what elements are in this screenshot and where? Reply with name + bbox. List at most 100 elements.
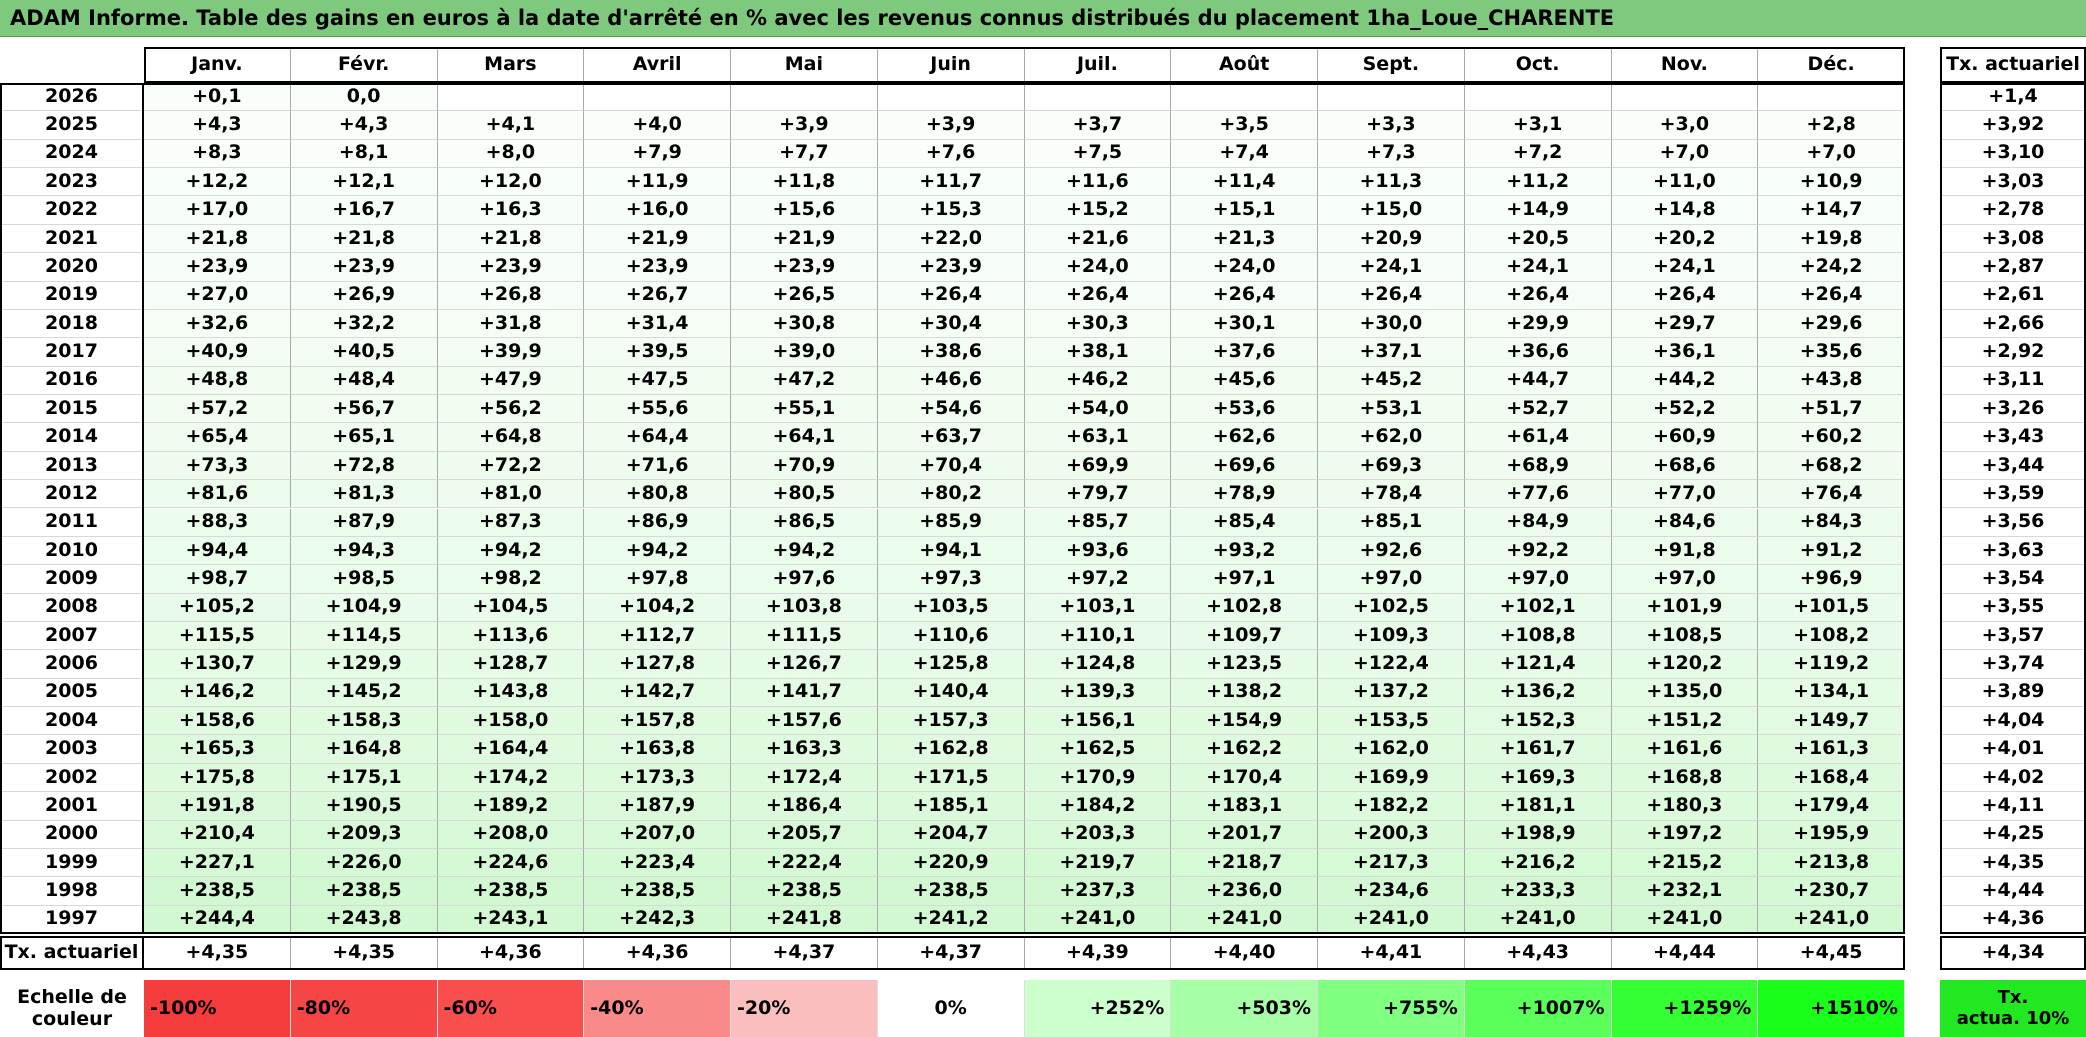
gain-cell: +26,4 (1464, 281, 1612, 310)
gain-cell: +101,5 (1758, 593, 1905, 622)
gain-cell: +11,8 (731, 168, 878, 197)
gain-cell: +48,4 (290, 366, 438, 396)
gain-cell: +11,9 (584, 168, 731, 197)
gain-cell: +125,8 (877, 650, 1025, 679)
rate-cell: +3,11 (1940, 367, 2086, 396)
rate-cell: +4,02 (1940, 764, 2086, 793)
gain-cell: +140,4 (877, 678, 1025, 708)
year: 1997 (0, 905, 144, 934)
gain-cell: +172,4 (731, 763, 878, 793)
scale-end: Tx. actua. 10% (1940, 980, 2086, 1037)
year: 2004 (0, 707, 144, 736)
gain-cell: +14,9 (1464, 196, 1612, 225)
gain-cell (1024, 83, 1172, 112)
gain-cell: +139,3 (1024, 678, 1172, 708)
gain-cell: +30,1 (1171, 309, 1318, 339)
gain-cell: +97,8 (584, 565, 731, 594)
gain-cell: +23,9 (437, 253, 585, 282)
gain-cell: +135,0 (1611, 678, 1759, 708)
gain-cell: +243,1 (437, 905, 585, 934)
year: 2010 (0, 536, 144, 566)
year: 2003 (0, 735, 144, 764)
gain-cell: +230,7 (1758, 877, 1905, 906)
gain-cell: +164,4 (437, 735, 585, 764)
gain-cell: +213,8 (1758, 848, 1905, 878)
gain-cell: +52,7 (1464, 395, 1612, 424)
gain-cell: +190,5 (290, 792, 438, 821)
gain-cell: +29,9 (1464, 309, 1612, 339)
gain-cell: +45,2 (1318, 366, 1465, 396)
gain-cell: +162,2 (1171, 735, 1318, 764)
gain-cell: +227,1 (144, 848, 291, 878)
gain-cell: +84,3 (1758, 508, 1905, 537)
gain-cell: +70,4 (877, 451, 1025, 481)
gain-cell: +78,9 (1171, 480, 1318, 509)
gain-cell: +81,6 (144, 480, 291, 509)
gain-cell: +93,2 (1171, 536, 1318, 566)
gain-cell: +46,2 (1024, 366, 1172, 396)
gain-cell: +27,0 (144, 281, 291, 310)
gain-cell: +103,1 (1024, 593, 1172, 622)
gain-cell: +35,6 (1758, 338, 1905, 367)
gain-cell: +136,2 (1464, 678, 1612, 708)
gain-cell: +79,7 (1024, 480, 1172, 509)
gain-cell: +163,3 (731, 735, 878, 764)
gain-cell: +94,1 (877, 536, 1025, 566)
year: 2025 (0, 111, 144, 140)
rate-cell: +3,44 (1940, 452, 2086, 481)
gain-cell: +60,9 (1611, 423, 1759, 452)
footer-value: +4,36 (437, 936, 585, 970)
gain-cell: +16,7 (290, 196, 438, 225)
gain-cell: +11,2 (1464, 168, 1612, 197)
gain-cell: +26,4 (1611, 281, 1759, 310)
footer-value: +4,37 (877, 936, 1025, 970)
gain-cell: +52,2 (1611, 395, 1759, 424)
gain-cell: +174,2 (437, 763, 585, 793)
gain-cell: +55,1 (731, 395, 878, 424)
footer-label: Tx. actuariel (0, 936, 144, 970)
footer-value: +4,45 (1758, 936, 1905, 970)
gain-cell: +120,2 (1611, 650, 1759, 679)
gain-cell: +97,2 (1024, 565, 1172, 594)
gain-cell: +233,3 (1464, 877, 1612, 906)
gain-cell: +80,8 (584, 480, 731, 509)
year: 2000 (0, 820, 144, 849)
gain-cell: +85,7 (1024, 508, 1172, 537)
column-header: Janv. (144, 47, 291, 83)
gain-cell: +15,6 (731, 196, 878, 225)
gain-cell: +97,1 (1171, 565, 1318, 594)
gain-cell: +104,2 (584, 593, 731, 622)
column-header: Oct. (1464, 47, 1612, 83)
gain-cell: +3,3 (1318, 111, 1465, 140)
gain-cell: +207,0 (584, 820, 731, 849)
gain-cell: +26,4 (877, 281, 1025, 310)
gain-cell: +237,3 (1024, 877, 1172, 906)
rate-cell: +3,57 (1940, 622, 2086, 651)
gain-cell: +53,1 (1318, 395, 1465, 424)
gain-cell: +11,6 (1024, 168, 1172, 197)
gain-cell: +238,5 (290, 877, 438, 906)
gain-cell: +94,2 (584, 536, 731, 566)
year: 1999 (0, 848, 144, 878)
rate-cell: +3,92 (1940, 111, 2086, 140)
gain-cell: +68,2 (1758, 451, 1905, 481)
year: 2006 (0, 650, 144, 679)
year: 1998 (0, 877, 144, 906)
gain-cell: +122,4 (1318, 650, 1465, 679)
gain-cell: +186,4 (731, 792, 878, 821)
column-header: Mai (731, 47, 878, 83)
gain-cell: +115,5 (144, 621, 291, 651)
gain-cell: +168,4 (1758, 763, 1905, 793)
gain-cell: +72,2 (437, 451, 585, 481)
scale-step: +503% (1171, 980, 1318, 1037)
gain-cell: +77,0 (1611, 480, 1759, 509)
gain-cell: +40,5 (290, 338, 438, 367)
gain-cell: +169,3 (1464, 763, 1612, 793)
gain-cell: +7,5 (1024, 139, 1172, 169)
gain-cell: +157,6 (731, 707, 878, 736)
gain-cell: +187,9 (584, 792, 731, 821)
gain-cell: +36,1 (1611, 338, 1759, 367)
column-header: Tx. actuariel (1946, 53, 2080, 76)
gain-cell: +191,8 (144, 792, 291, 821)
scale-step: +755% (1318, 980, 1465, 1037)
